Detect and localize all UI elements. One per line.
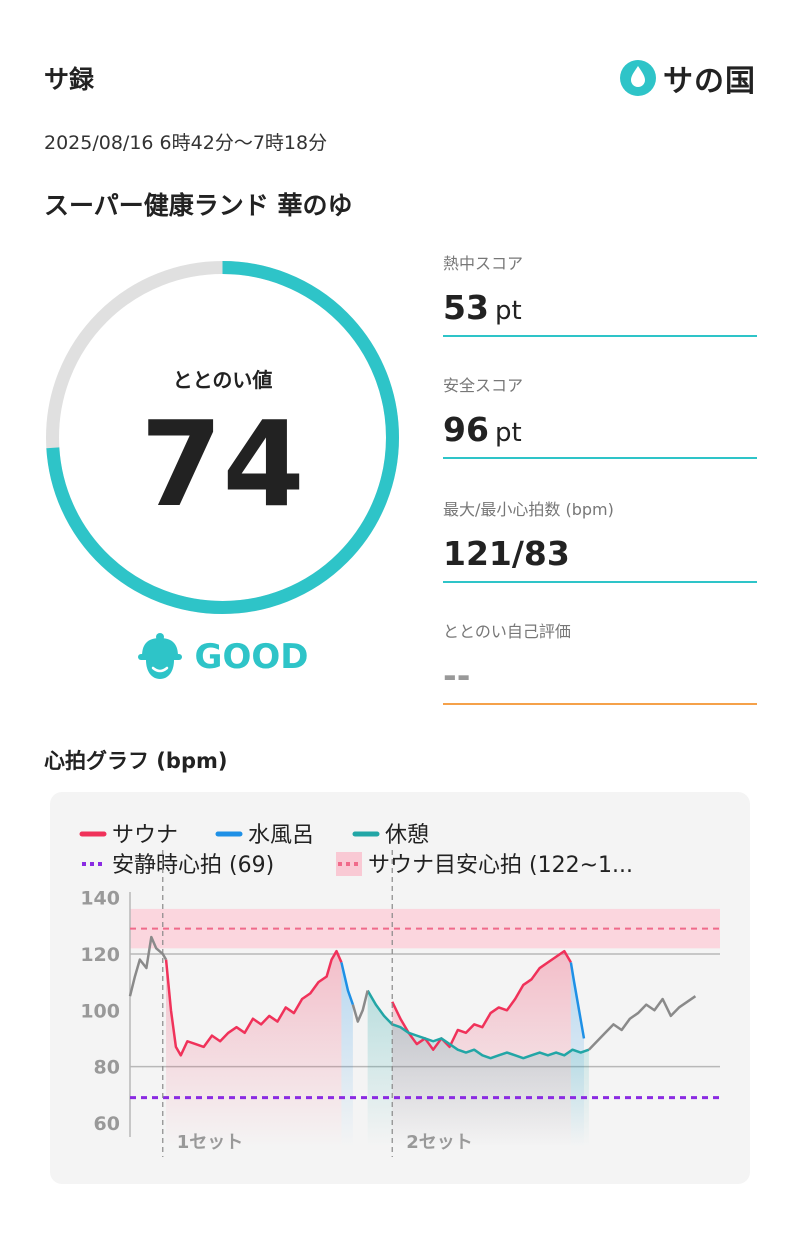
brand-name: サの国 bbox=[663, 64, 756, 99]
rating-text: GOOD bbox=[194, 637, 309, 677]
y-tick-label: 60 bbox=[94, 1113, 120, 1135]
metric-safety-score: 安全スコア 96 pt bbox=[443, 372, 757, 459]
rest-area-1 bbox=[367, 990, 589, 1147]
set-marker-label-2: 2セット bbox=[406, 1132, 473, 1153]
transition-line-2 bbox=[351, 990, 369, 1023]
metric-value: 96 pt bbox=[443, 410, 522, 449]
brand-logo: サの国 bbox=[619, 56, 756, 100]
sauna-area-1 bbox=[166, 951, 342, 1147]
target-band bbox=[130, 908, 720, 949]
legend-cold-label: 水風呂 bbox=[248, 823, 314, 848]
sauna-line-1 bbox=[164, 949, 343, 1057]
metric-value: -- bbox=[443, 656, 471, 695]
heart-rate-chart-title: 心拍グラフ (bpm) bbox=[44, 749, 228, 773]
transition-line-3 bbox=[587, 995, 697, 1051]
facility-name: スーパー健康ランド 華のゆ bbox=[44, 191, 353, 220]
session-datetime: 2025/08/16 6時42分〜7時18分 bbox=[44, 132, 328, 154]
sauna-line-2 bbox=[391, 949, 572, 1051]
legend-sauna-label: サウナ bbox=[112, 823, 178, 848]
metric-value: 53 pt bbox=[443, 288, 522, 327]
legend-rest-label: 休憩 bbox=[385, 823, 429, 848]
cold-bath-area-1 bbox=[341, 962, 353, 1147]
metric-label: 熱中スコア bbox=[443, 254, 524, 273]
y-tick-label: 140 bbox=[80, 888, 120, 910]
app-title: サ録 bbox=[44, 65, 95, 94]
legend-target-label: サウナ目安心拍 (122~1... bbox=[368, 853, 633, 878]
transition-line-1 bbox=[128, 935, 168, 997]
metric-self-evaluation[interactable]: ととのい自己評価 -- bbox=[443, 618, 757, 705]
metric-heart-rate: 最大/最小心拍数 (bpm) 121/83 bbox=[443, 496, 757, 583]
metric-underline bbox=[443, 335, 757, 337]
legend-resting-label: 安静時心拍 (69) bbox=[112, 853, 274, 878]
metric-label: 最大/最小心拍数 (bpm) bbox=[443, 500, 614, 519]
rest-line-1 bbox=[366, 989, 590, 1060]
drop-logo-icon bbox=[620, 60, 656, 96]
cold-bath-line-2 bbox=[569, 962, 586, 1039]
y-tick-label: 120 bbox=[80, 944, 120, 966]
metric-heat-score: 熱中スコア 53 pt bbox=[443, 250, 757, 337]
metric-underline bbox=[443, 457, 757, 459]
set-marker-label-1: 1セット bbox=[177, 1132, 244, 1153]
metric-underline bbox=[443, 703, 757, 705]
totonoi-score: 74 bbox=[140, 395, 305, 533]
sauna-hat-face-icon bbox=[137, 633, 182, 679]
metric-label: ととのい自己評価 bbox=[443, 622, 571, 641]
totonoi-label: ととのい値 bbox=[172, 368, 273, 392]
totonoi-ring bbox=[46, 261, 399, 614]
ring-progress bbox=[46, 261, 399, 614]
y-tick-label: 80 bbox=[94, 1057, 120, 1079]
metric-underline bbox=[443, 581, 757, 583]
metric-label: 安全スコア bbox=[443, 376, 524, 395]
metric-value: 121/83 bbox=[443, 534, 570, 573]
rating-badge: GOOD bbox=[40, 632, 405, 682]
cold-bath-line-1 bbox=[340, 962, 355, 1006]
y-tick-label: 100 bbox=[80, 1000, 120, 1022]
